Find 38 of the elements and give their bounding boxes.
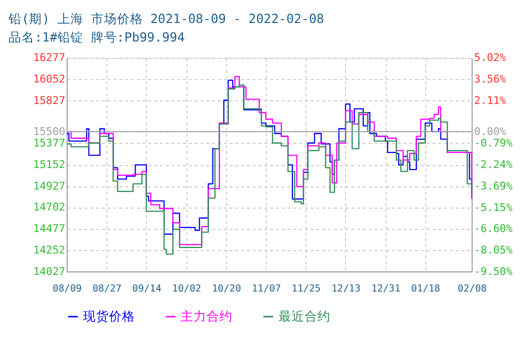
y2-tick-label: -5.15% <box>474 200 514 214</box>
chart-title: 铅(期) 上海 市场价格 2021-08-09 - 2022-02-08 <box>8 11 324 26</box>
y-tick-label: 14927 <box>33 179 66 192</box>
y-tick-label: 15152 <box>33 158 66 172</box>
y-tick-label: 16277 <box>33 51 66 64</box>
y-tick-label: 16052 <box>33 72 66 86</box>
x-tick-label: 10/20 <box>212 283 242 294</box>
legend-label: 现货价格 <box>83 308 136 324</box>
x-tick-label: 11/07 <box>252 283 282 294</box>
x-tick-label: 08/27 <box>92 283 122 294</box>
legend-label: 主力合约 <box>180 308 233 324</box>
x-tick-label: 02/08 <box>458 283 487 294</box>
x-tick-label: 12/31 <box>371 283 401 294</box>
y2-tick-label: 5.02% <box>474 51 507 64</box>
x-tick-label: 08/09 <box>52 283 82 294</box>
y-tick-label: 14252 <box>33 243 66 256</box>
y2-tick-label: -8.05% <box>474 243 514 256</box>
y2-tick-label: 2.11% <box>474 94 507 108</box>
x-tick-label: 10/02 <box>172 283 202 294</box>
y-tick-label: 15500 <box>33 124 66 138</box>
x-tick-label: 09/14 <box>132 283 162 294</box>
y2-tick-label: -9.50% <box>474 264 514 278</box>
chart-subtitle: 品名:1#铅锭 牌号:Pb99.994 <box>8 29 185 44</box>
y2-tick-label: 3.56% <box>474 72 507 86</box>
y2-tick-label: -6.60% <box>474 222 514 236</box>
y2-tick-label: -3.69% <box>474 179 514 192</box>
x-tick-label: 11/25 <box>292 283 321 294</box>
y-tick-label: 15377 <box>33 136 66 150</box>
y2-tick-label: -0.79% <box>474 136 514 150</box>
y-tick-label: 15827 <box>33 94 66 107</box>
y-tick-label: 14477 <box>33 222 66 236</box>
y2-tick-label: 0.00% <box>474 125 507 138</box>
y-tick-label: 14027 <box>33 264 66 278</box>
y-tick-label: 14702 <box>33 200 66 214</box>
legend-label: 最近合约 <box>278 308 330 324</box>
y2-tick-label: -2.24% <box>474 158 514 172</box>
x-tick-label: 01/18 <box>411 283 440 294</box>
x-tick-label: 12/13 <box>331 283 361 294</box>
